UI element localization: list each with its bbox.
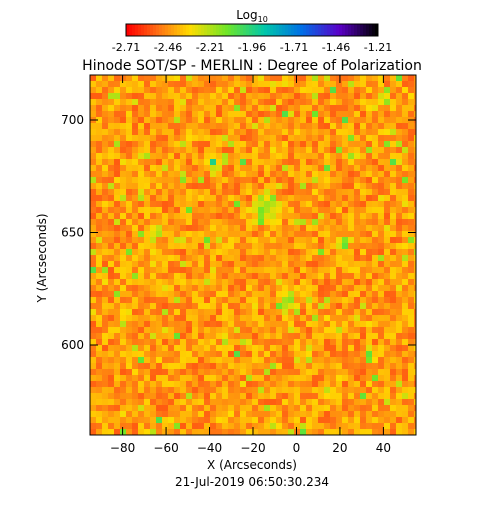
colorbar-frame [125,23,379,37]
colorbar-ticks: -2.71 -2.46 -2.21 -1.96 -1.71 -1.46 -1.21 [112,41,392,54]
x-tick-label: −80 [110,441,135,455]
chart-title: Hinode SOT/SP - MERLIN : Degree of Polar… [82,58,422,74]
x-tick-label: 0 [293,441,301,455]
y-axis-label: Y (Arcseconds) [35,213,49,303]
colorbar-label: Log10 [236,8,268,24]
colorbar-tick-label: -1.21 [364,41,392,54]
y-tick-label: 700 [61,113,84,127]
colorbar: Log10 -2.71 -2.46 -2.21 -1.96 -1.71 -1.46 -1.2… [112,8,392,54]
x-tick-label: −20 [240,441,265,455]
heatmap-image [90,75,416,435]
colorbar-tick-label: -1.71 [280,41,308,54]
x-tick-label: 40 [376,441,391,455]
colorbar-tick-label: -1.46 [322,41,350,54]
colorbar-tick-label: -1.96 [238,41,266,54]
colorbar-gradient [126,24,379,36]
x-tick-label: −40 [197,441,222,455]
axes: −80 −60 −40 −20 0 20 40 600 650 700 [61,74,417,455]
y-tick-label: 600 [61,338,84,352]
x-axis-label: X (Arcseconds) [207,458,297,472]
x-tick-label: −60 [153,441,178,455]
x-tick-label: 20 [332,441,347,455]
observation-date: 21-Jul-2019 06:50:30.234 [175,475,329,489]
y-tick-label: 650 [61,226,84,240]
colorbar-tick-label: -2.46 [154,41,182,54]
colorbar-tick-label: -2.71 [112,41,140,54]
colorbar-tick-label: -2.21 [196,41,224,54]
